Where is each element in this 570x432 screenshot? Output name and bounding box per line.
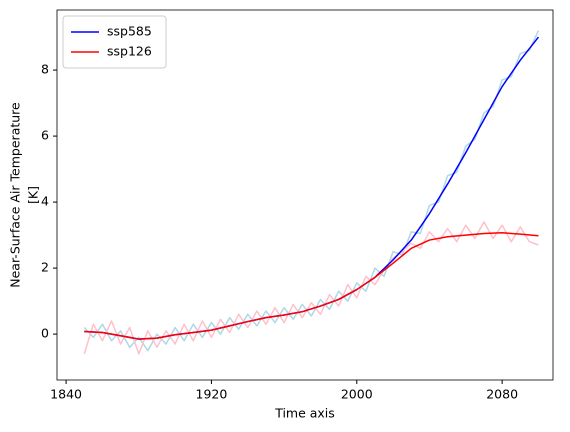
x-tick-label: 1920 xyxy=(196,387,228,402)
legend-label: ssp585 xyxy=(107,24,152,39)
y-tick-label: 8 xyxy=(41,62,49,77)
plot-frame xyxy=(56,9,554,381)
legend-box xyxy=(62,15,167,69)
raw-line xyxy=(83,221,539,355)
y-tick-label: 4 xyxy=(41,194,49,209)
x-tick-label: 1840 xyxy=(50,387,82,402)
line xyxy=(84,36,540,340)
y-tick-label: 0 xyxy=(41,326,49,341)
x-tick-label: 2000 xyxy=(341,387,373,402)
y-tick-label: 6 xyxy=(41,128,49,143)
y-axis-label: Near-Surface Air Temperature xyxy=(8,102,23,288)
legend-label: ssp126 xyxy=(107,44,152,59)
x-axis-label: Time axis xyxy=(274,406,335,421)
line xyxy=(84,232,539,340)
y-axis-label: [K] xyxy=(26,186,41,204)
x-tick-label: 2080 xyxy=(486,387,518,402)
y-tick-label: 2 xyxy=(41,260,49,275)
